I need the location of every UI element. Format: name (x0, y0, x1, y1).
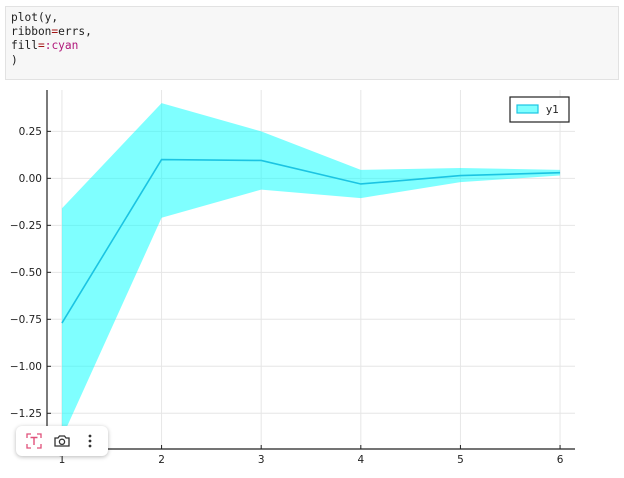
plot-toolbar (16, 426, 108, 456)
x-tick-label-3: 3 (258, 454, 265, 466)
ribbon-band (61, 103, 561, 438)
plot-output: 0.25 0.00 −0.25 −0.50 −0.75 −1.00 −1.25 1 2 3 4 5 6… (0, 80, 624, 474)
ribbon-line-chart: 0.25 0.00 −0.25 −0.50 −0.75 −1.00 −1.25 1 2 3 4 5 6… (10, 90, 575, 466)
y-tick-label-3: −0.25 (10, 220, 42, 232)
more-options-button[interactable] (79, 430, 101, 452)
y-tick-label-6: −1.00 (10, 361, 42, 373)
code-line-2: ribbon=errs, (11, 25, 92, 39)
grid-lines (47, 90, 575, 449)
legend-label-y1: y1 (546, 104, 559, 116)
text-tool-button[interactable] (23, 430, 45, 452)
code-line-1: plot(y, (11, 11, 59, 24)
y-tick-label-4: −0.50 (10, 267, 42, 279)
code-line-4: ) (11, 53, 18, 67)
y-tick-labels: 0.25 0.00 −0.25 −0.50 −0.75 −1.00 −1.25 (10, 126, 51, 420)
x-tick-labels: 1 2 3 4 5 6 (59, 445, 564, 466)
y-tick-label-7: −1.25 (10, 408, 42, 420)
x-tick-label-1: 1 (59, 454, 66, 466)
x-tick-label-2: 2 (158, 454, 165, 466)
legend-swatch-y1 (516, 104, 539, 114)
text-tool-icon (26, 433, 42, 449)
camera-icon (54, 435, 70, 447)
camera-button[interactable] (51, 430, 73, 452)
x-tick-label-6: 6 (557, 454, 564, 466)
series-line-y1 (61, 158, 561, 324)
y-tick-label-1: 0.25 (19, 126, 42, 138)
axes (46, 90, 575, 450)
code-cell[interactable]: plot(y, ribbon=errs, fill=:cyan ) (5, 6, 619, 80)
y-tick-label-5: −0.75 (10, 314, 42, 326)
y-tick-label-2: 0.00 (19, 173, 42, 185)
x-tick-label-4: 4 (357, 454, 364, 466)
legend: y1 (509, 96, 570, 123)
more-options-icon (88, 434, 92, 448)
x-tick-label-5: 5 (457, 454, 464, 466)
code-line-3: fill=:cyan (11, 39, 79, 53)
